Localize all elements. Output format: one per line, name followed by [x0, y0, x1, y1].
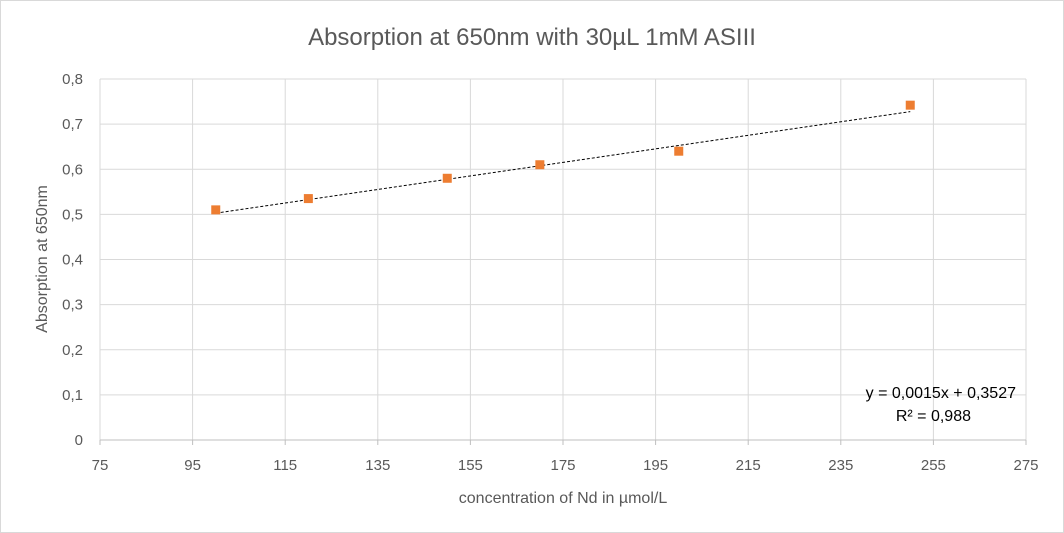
- data-point: [535, 160, 545, 170]
- x-axis-title: concentration of Nd in µmol/L: [459, 490, 668, 507]
- x-tick-label: 135: [365, 457, 390, 474]
- tick-labels: 0 0,1 0,2 0,3 0,4 0,5 0,6 0,7 0,8 75 95 115 135 155 17…: [62, 71, 1038, 474]
- y-tick-label: 0,6: [62, 161, 83, 178]
- x-tick-label: 195: [643, 457, 668, 474]
- data-point: [674, 146, 684, 156]
- trendline-r-squared: R² = 0,988: [896, 408, 971, 425]
- y-tick-label: 0,1: [62, 387, 83, 404]
- x-tick-label: 75: [92, 457, 109, 474]
- x-tick-label: 255: [921, 457, 946, 474]
- x-tick-label: 155: [458, 457, 483, 474]
- y-tick-label: 0,7: [62, 116, 83, 133]
- y-tick-label: 0: [75, 432, 83, 449]
- x-tick-label: 215: [736, 457, 761, 474]
- y-axis-title: Absorption at 650nm: [34, 185, 51, 333]
- x-tick-label: 95: [184, 457, 201, 474]
- x-tick-label: 275: [1013, 457, 1038, 474]
- y-tick-label: 0,8: [62, 71, 83, 88]
- trendline-equation: y = 0,0015x + 0,3527: [866, 385, 1016, 402]
- data-points: [211, 100, 915, 215]
- axes: [99, 439, 1027, 445]
- data-point: [211, 205, 221, 215]
- y-tick-label: 0,4: [62, 252, 83, 269]
- data-point: [905, 100, 915, 110]
- x-tick-label: 175: [550, 457, 575, 474]
- x-tick-label: 115: [273, 457, 297, 474]
- chart-title: Absorption at 650nm with 30µL 1mM ASIII: [308, 24, 756, 51]
- data-point: [442, 173, 452, 183]
- data-point: [303, 194, 313, 204]
- y-tick-label: 0,3: [62, 297, 83, 314]
- gridlines: [99, 78, 1027, 440]
- x-tick-label: 235: [828, 457, 853, 474]
- trendline: [215, 111, 911, 214]
- y-tick-label: 0,5: [62, 206, 83, 223]
- trendline-layer: [215, 111, 911, 214]
- y-tick-label: 0,2: [62, 342, 83, 359]
